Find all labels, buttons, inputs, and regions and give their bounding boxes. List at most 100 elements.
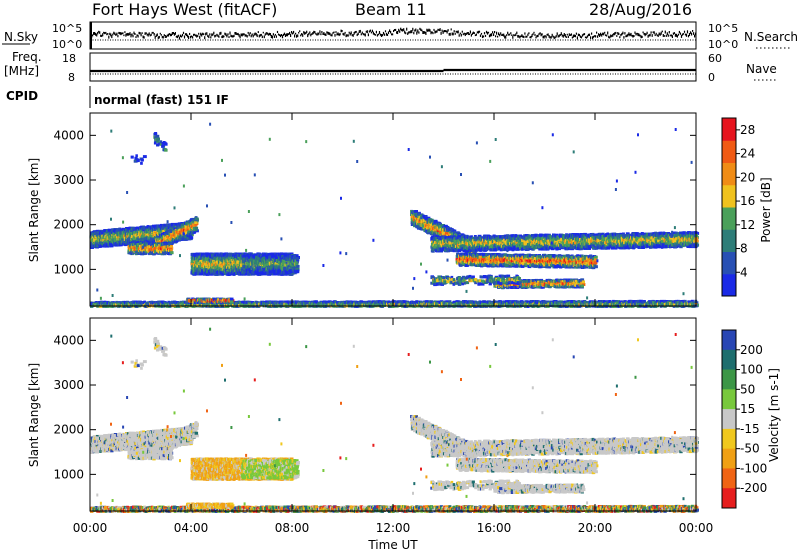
nsky-point	[652, 34, 653, 37]
cpid-mode-text: normal (fast) 151 IF	[94, 93, 229, 107]
nsky-point	[672, 35, 673, 38]
nsky-point	[375, 34, 376, 36]
nsky-point	[262, 36, 263, 38]
nsky-point	[209, 33, 210, 35]
nsky-point	[184, 36, 185, 39]
nave-tick-top: 60	[708, 52, 722, 65]
nsky-point	[413, 32, 414, 34]
nsky-point	[197, 35, 198, 37]
nsky-point	[468, 32, 469, 35]
nsky-point	[258, 31, 259, 33]
nsky-point	[123, 35, 124, 37]
nsky-point	[199, 36, 200, 39]
nsky-point	[650, 34, 651, 37]
power-cell	[195, 217, 199, 220]
nsky-point	[210, 36, 211, 38]
nsky-point	[568, 36, 569, 38]
nsky-point	[358, 33, 359, 35]
nsky-point	[198, 33, 199, 35]
nsky-point	[157, 33, 158, 36]
nsky-point	[347, 34, 348, 36]
nsky-point	[591, 33, 592, 35]
nsky-point	[498, 32, 499, 35]
nsky-point	[272, 36, 273, 39]
nsky-point	[624, 32, 625, 34]
nsky-point	[516, 32, 517, 34]
nsky-point	[395, 29, 396, 31]
power-cell	[190, 236, 194, 239]
nsky-point	[518, 35, 519, 38]
nsky-point	[142, 32, 143, 34]
nsky-point	[195, 35, 196, 37]
nsky-point	[294, 34, 295, 37]
nsearch-label: N.Search	[744, 30, 798, 44]
nsky-point	[176, 36, 177, 38]
cpid-label: CPID	[6, 89, 38, 103]
nsky-point	[448, 29, 449, 31]
nsky-point	[246, 34, 247, 36]
nsky-point	[550, 36, 551, 38]
nsky-trace	[90, 22, 696, 49]
power-cell	[170, 251, 173, 254]
nsky-point	[223, 36, 224, 38]
nsky-point	[500, 32, 501, 34]
nsky-point	[248, 32, 249, 34]
nsky-point	[189, 33, 190, 35]
nsky-point	[642, 36, 643, 38]
nsky-point	[377, 34, 378, 36]
freq-label: Freq.	[12, 50, 42, 64]
nsky-point	[337, 32, 338, 35]
nsky-point	[159, 36, 160, 39]
nsky-point	[114, 33, 115, 35]
nsky-point	[453, 33, 454, 36]
nsky-point	[356, 31, 357, 33]
nsky-point	[406, 28, 407, 31]
nsky-point	[385, 30, 386, 32]
nsky-point	[669, 31, 670, 33]
nsky-point	[695, 33, 696, 36]
nsky-point	[297, 34, 298, 37]
nsky-point	[433, 29, 434, 31]
nsky-point	[606, 35, 607, 37]
nsky-point	[512, 36, 513, 39]
nsky-start-mark	[90, 22, 92, 49]
nsky-point	[489, 35, 490, 38]
nsky-point	[277, 31, 278, 33]
nsky-point	[534, 34, 535, 36]
nsky-point	[326, 31, 327, 33]
nsky-point	[483, 36, 484, 38]
nsky-point	[454, 30, 455, 32]
nsearch-tick-top: 10^5	[708, 22, 738, 35]
nsky-point	[122, 32, 123, 34]
nsky-point	[560, 34, 561, 36]
nsky-point	[546, 36, 547, 39]
nsky-point	[145, 32, 146, 35]
nsky-point	[523, 36, 524, 38]
nsky-point	[215, 35, 216, 37]
nsky-point	[236, 33, 237, 35]
date-label: 28/Aug/2016	[589, 0, 692, 19]
nsky-point	[405, 32, 406, 34]
nsky-point	[425, 32, 426, 35]
nsky-point	[387, 34, 388, 36]
nsky-point	[633, 35, 634, 37]
nsky-point	[610, 35, 611, 38]
nsky-point	[408, 31, 409, 33]
nsky-point	[576, 33, 577, 35]
nsky-point	[276, 35, 277, 37]
nsky-point	[505, 36, 506, 39]
nsky-label: N.Sky	[4, 30, 38, 44]
nsky-point	[604, 32, 605, 34]
nsky-point	[351, 31, 352, 34]
nsky-point	[674, 32, 675, 34]
nsky-point	[309, 31, 310, 33]
nave-tick-bottom: 0	[708, 71, 715, 84]
nsky-point	[298, 32, 299, 34]
nsky-point	[104, 32, 105, 34]
nsky-tick-bottom: 10^0	[52, 38, 82, 51]
nsky-point	[476, 34, 477, 36]
nsky-point	[481, 33, 482, 35]
nsky-point	[321, 31, 322, 33]
nsky-point	[474, 32, 475, 34]
